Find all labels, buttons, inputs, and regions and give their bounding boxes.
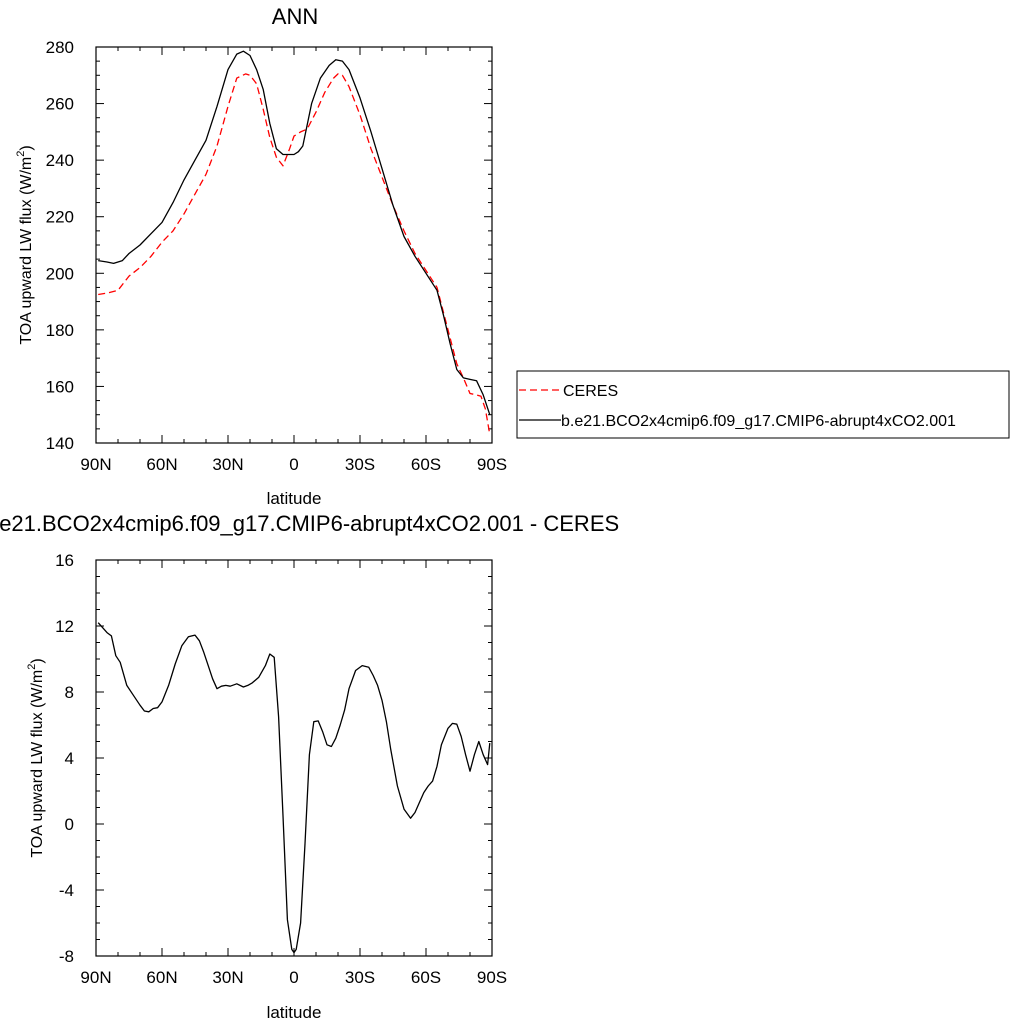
- bottom-y-tick-label: 0: [65, 815, 74, 834]
- top-plot-frame: [95, 46, 493, 444]
- bottom-plot-frame: [95, 559, 493, 957]
- top-y-tick-label: 240: [46, 151, 74, 170]
- bottom-x-tick-label: 90N: [80, 968, 111, 987]
- top-x-tick-label: 90N: [80, 455, 111, 474]
- legend-label-ceres: CERES: [563, 383, 618, 400]
- top-y-tick-label: 180: [46, 321, 74, 340]
- top-y-tick-label: 200: [46, 264, 74, 283]
- top-y-tick-label: 160: [46, 377, 74, 396]
- bottom-panel: b.e21.BCO2x4cmip6.f09_g17.CMIP6-abrupt4x…: [0, 511, 619, 1022]
- legend-box: [516, 370, 1010, 439]
- top-x-tick-label: 30S: [345, 455, 375, 474]
- bottom-tick-layer: 90N 60N 30N 0 30S 60S 90S -8 -4 0 4 8 12 16: [55, 551, 507, 987]
- bottom-chart-title: b.e21.BCO2x4cmip6.f09_g17.CMIP6-abrupt4x…: [0, 511, 619, 536]
- top-x-tick-label: 90S: [477, 455, 507, 474]
- bottom-x-tick-label: 90S: [477, 968, 507, 987]
- bottom-y-tick-label: 12: [55, 617, 74, 636]
- top-panel: ANN 90N 60N 30N 0 30S 60S 90S 140 160 180 200 220 24…: [15, 4, 1010, 508]
- top-series-layer: [98, 50, 491, 435]
- top-y-axis-label: TOA upward LW flux (W/m2): [15, 145, 35, 344]
- bottom-x-tick-label: 0: [289, 968, 298, 987]
- bottom-y-tick-label: 8: [65, 683, 74, 702]
- top-y-tick-label: 280: [46, 38, 74, 57]
- top-y-tick-label: 140: [46, 434, 74, 453]
- bottom-y-tick-label: -4: [59, 881, 74, 900]
- legend: CERES b.e21.BCO2x4cmip6.f09_g17.CMIP6-ab…: [516, 370, 1010, 439]
- top-chart-title: ANN: [272, 4, 318, 29]
- bottom-y-tick-label: 4: [65, 749, 74, 768]
- bottom-x-tick-label: 60N: [146, 968, 177, 987]
- bottom-x-axis-label: latitude: [267, 1003, 322, 1022]
- top-x-axis-label: latitude: [267, 489, 322, 508]
- bottom-y-axis-label: TOA upward LW flux (W/m2): [26, 658, 46, 857]
- bottom-y-tick-label: -8: [59, 947, 74, 966]
- bottom-y-tick-label: 16: [55, 551, 74, 570]
- bottom-x-tick-label: 30S: [345, 968, 375, 987]
- top-y-tick-label: 260: [46, 95, 74, 114]
- top-y-tick-label: 220: [46, 208, 74, 227]
- bottom-series-layer: [97, 622, 491, 954]
- top-tick-layer: 90N 60N 30N 0 30S 60S 90S 140 160 180 200 220 240 260…: [46, 38, 508, 474]
- bottom-x-tick-label: 30N: [212, 968, 243, 987]
- top-x-tick-label: 0: [289, 455, 298, 474]
- top-x-tick-label: 60S: [411, 455, 441, 474]
- top-series-line-1: [98, 50, 491, 415]
- top-series-line-0: [98, 73, 491, 435]
- bottom-x-tick-label: 60S: [411, 968, 441, 987]
- top-x-tick-label: 30N: [212, 455, 243, 474]
- bottom-series-line-0: [97, 622, 491, 954]
- top-x-tick-label: 60N: [146, 455, 177, 474]
- legend-label-model: b.e21.BCO2x4cmip6.f09_g17.CMIP6-abrupt4x…: [561, 413, 956, 430]
